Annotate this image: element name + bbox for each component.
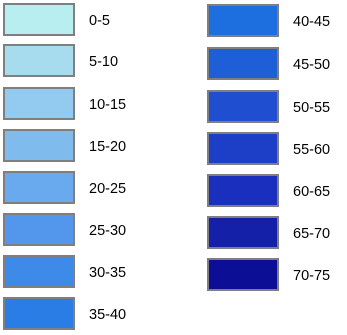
legend-swatch [3, 297, 75, 330]
legend-label: 25-30 [89, 223, 127, 239]
legend-item: 40-45 [207, 4, 347, 40]
legend-swatch [3, 3, 75, 36]
legend-label: 70-75 [293, 268, 331, 284]
legend-item: 30-35 [3, 255, 143, 291]
legend-label: 0-5 [89, 13, 110, 29]
legend-item: 15-20 [3, 129, 143, 165]
legend-swatch [3, 213, 75, 246]
legend-swatch [207, 4, 279, 37]
legend-swatch [3, 129, 75, 162]
legend-label: 30-35 [89, 265, 127, 281]
legend-swatch [207, 174, 279, 207]
legend-item: 60-65 [207, 174, 347, 210]
legend-swatch [3, 171, 75, 204]
legend-label: 60-65 [293, 184, 331, 200]
legend-label: 15-20 [89, 139, 127, 155]
legend-label: 55-60 [293, 142, 331, 158]
legend-label: 40-45 [293, 14, 331, 30]
legend-swatch [3, 44, 75, 77]
legend-item: 35-40 [3, 297, 143, 333]
legend-item: 50-55 [207, 90, 347, 126]
legend-swatch [207, 90, 279, 123]
legend-item: 65-70 [207, 216, 347, 252]
legend-label: 10-15 [89, 97, 127, 113]
legend-swatch [3, 255, 75, 288]
legend-swatch [207, 258, 279, 291]
legend-item: 5-10 [3, 44, 143, 80]
legend-swatch [207, 216, 279, 249]
legend-swatch [207, 47, 279, 80]
legend-label: 5-10 [89, 54, 119, 70]
legend-item: 25-30 [3, 213, 143, 249]
legend-item: 20-25 [3, 171, 143, 207]
legend-label: 20-25 [89, 181, 127, 197]
legend-item: 45-50 [207, 47, 347, 83]
legend-label: 45-50 [293, 57, 331, 73]
legend-item: 0-5 [3, 3, 143, 39]
legend-item: 55-60 [207, 132, 347, 168]
legend-label: 65-70 [293, 226, 331, 242]
legend-label: 35-40 [89, 307, 127, 323]
legend-item: 10-15 [3, 87, 143, 123]
legend-label: 50-55 [293, 100, 331, 116]
legend-item: 70-75 [207, 258, 347, 294]
legend-swatch [207, 132, 279, 165]
legend-swatch [3, 87, 75, 120]
